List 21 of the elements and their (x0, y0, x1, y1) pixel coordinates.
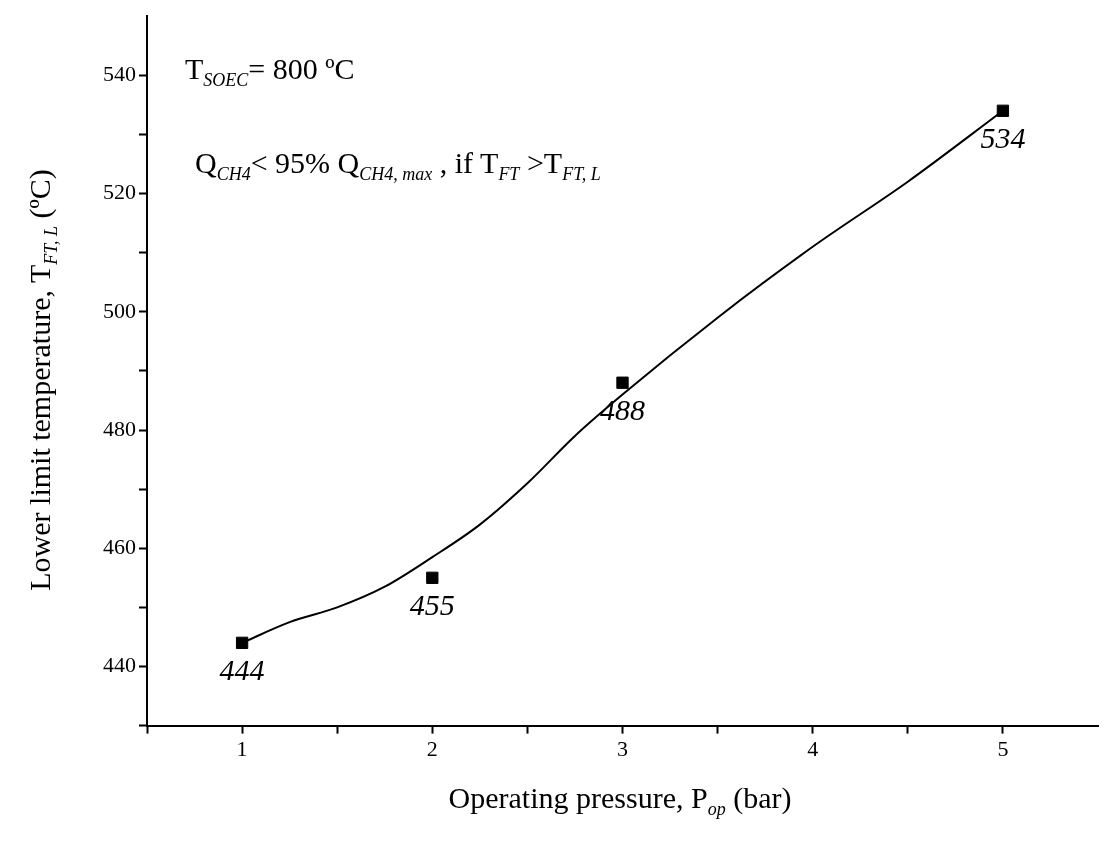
x-tick-label: 4 (807, 735, 819, 761)
annotation: Q$_{CH4}$< 95% Q$_{CH4, max}$ , if T$_{FT}$ >T$_{FT, L}$ (195, 146, 601, 185)
x-tick-label: 2 (426, 735, 438, 761)
y-tick-label: 500 (103, 297, 136, 323)
x-tick-label: 3 (617, 735, 628, 761)
point (426, 571, 439, 584)
data-label: 488 (600, 392, 645, 426)
x-tick-label: 1 (236, 735, 248, 761)
x-axis-title: Operating pressure, P$_{op}$ (bar) (448, 780, 792, 820)
point (616, 376, 629, 389)
y-tick-label: 520 (103, 179, 136, 205)
point (996, 104, 1010, 117)
data-label: 455 (409, 587, 455, 621)
data-label: 444 (219, 652, 265, 686)
y-tick-label: 540 (103, 61, 136, 87)
y-tick-label: 480 (103, 415, 136, 441)
x-tick-label: 5 (997, 735, 1009, 761)
y-tick-label: 440 (103, 652, 136, 678)
y-tick-label: 460 (103, 534, 136, 560)
annotation: T$_{SOEC}$= 800 ºC (185, 52, 355, 91)
data-label: 534 (980, 120, 1026, 154)
